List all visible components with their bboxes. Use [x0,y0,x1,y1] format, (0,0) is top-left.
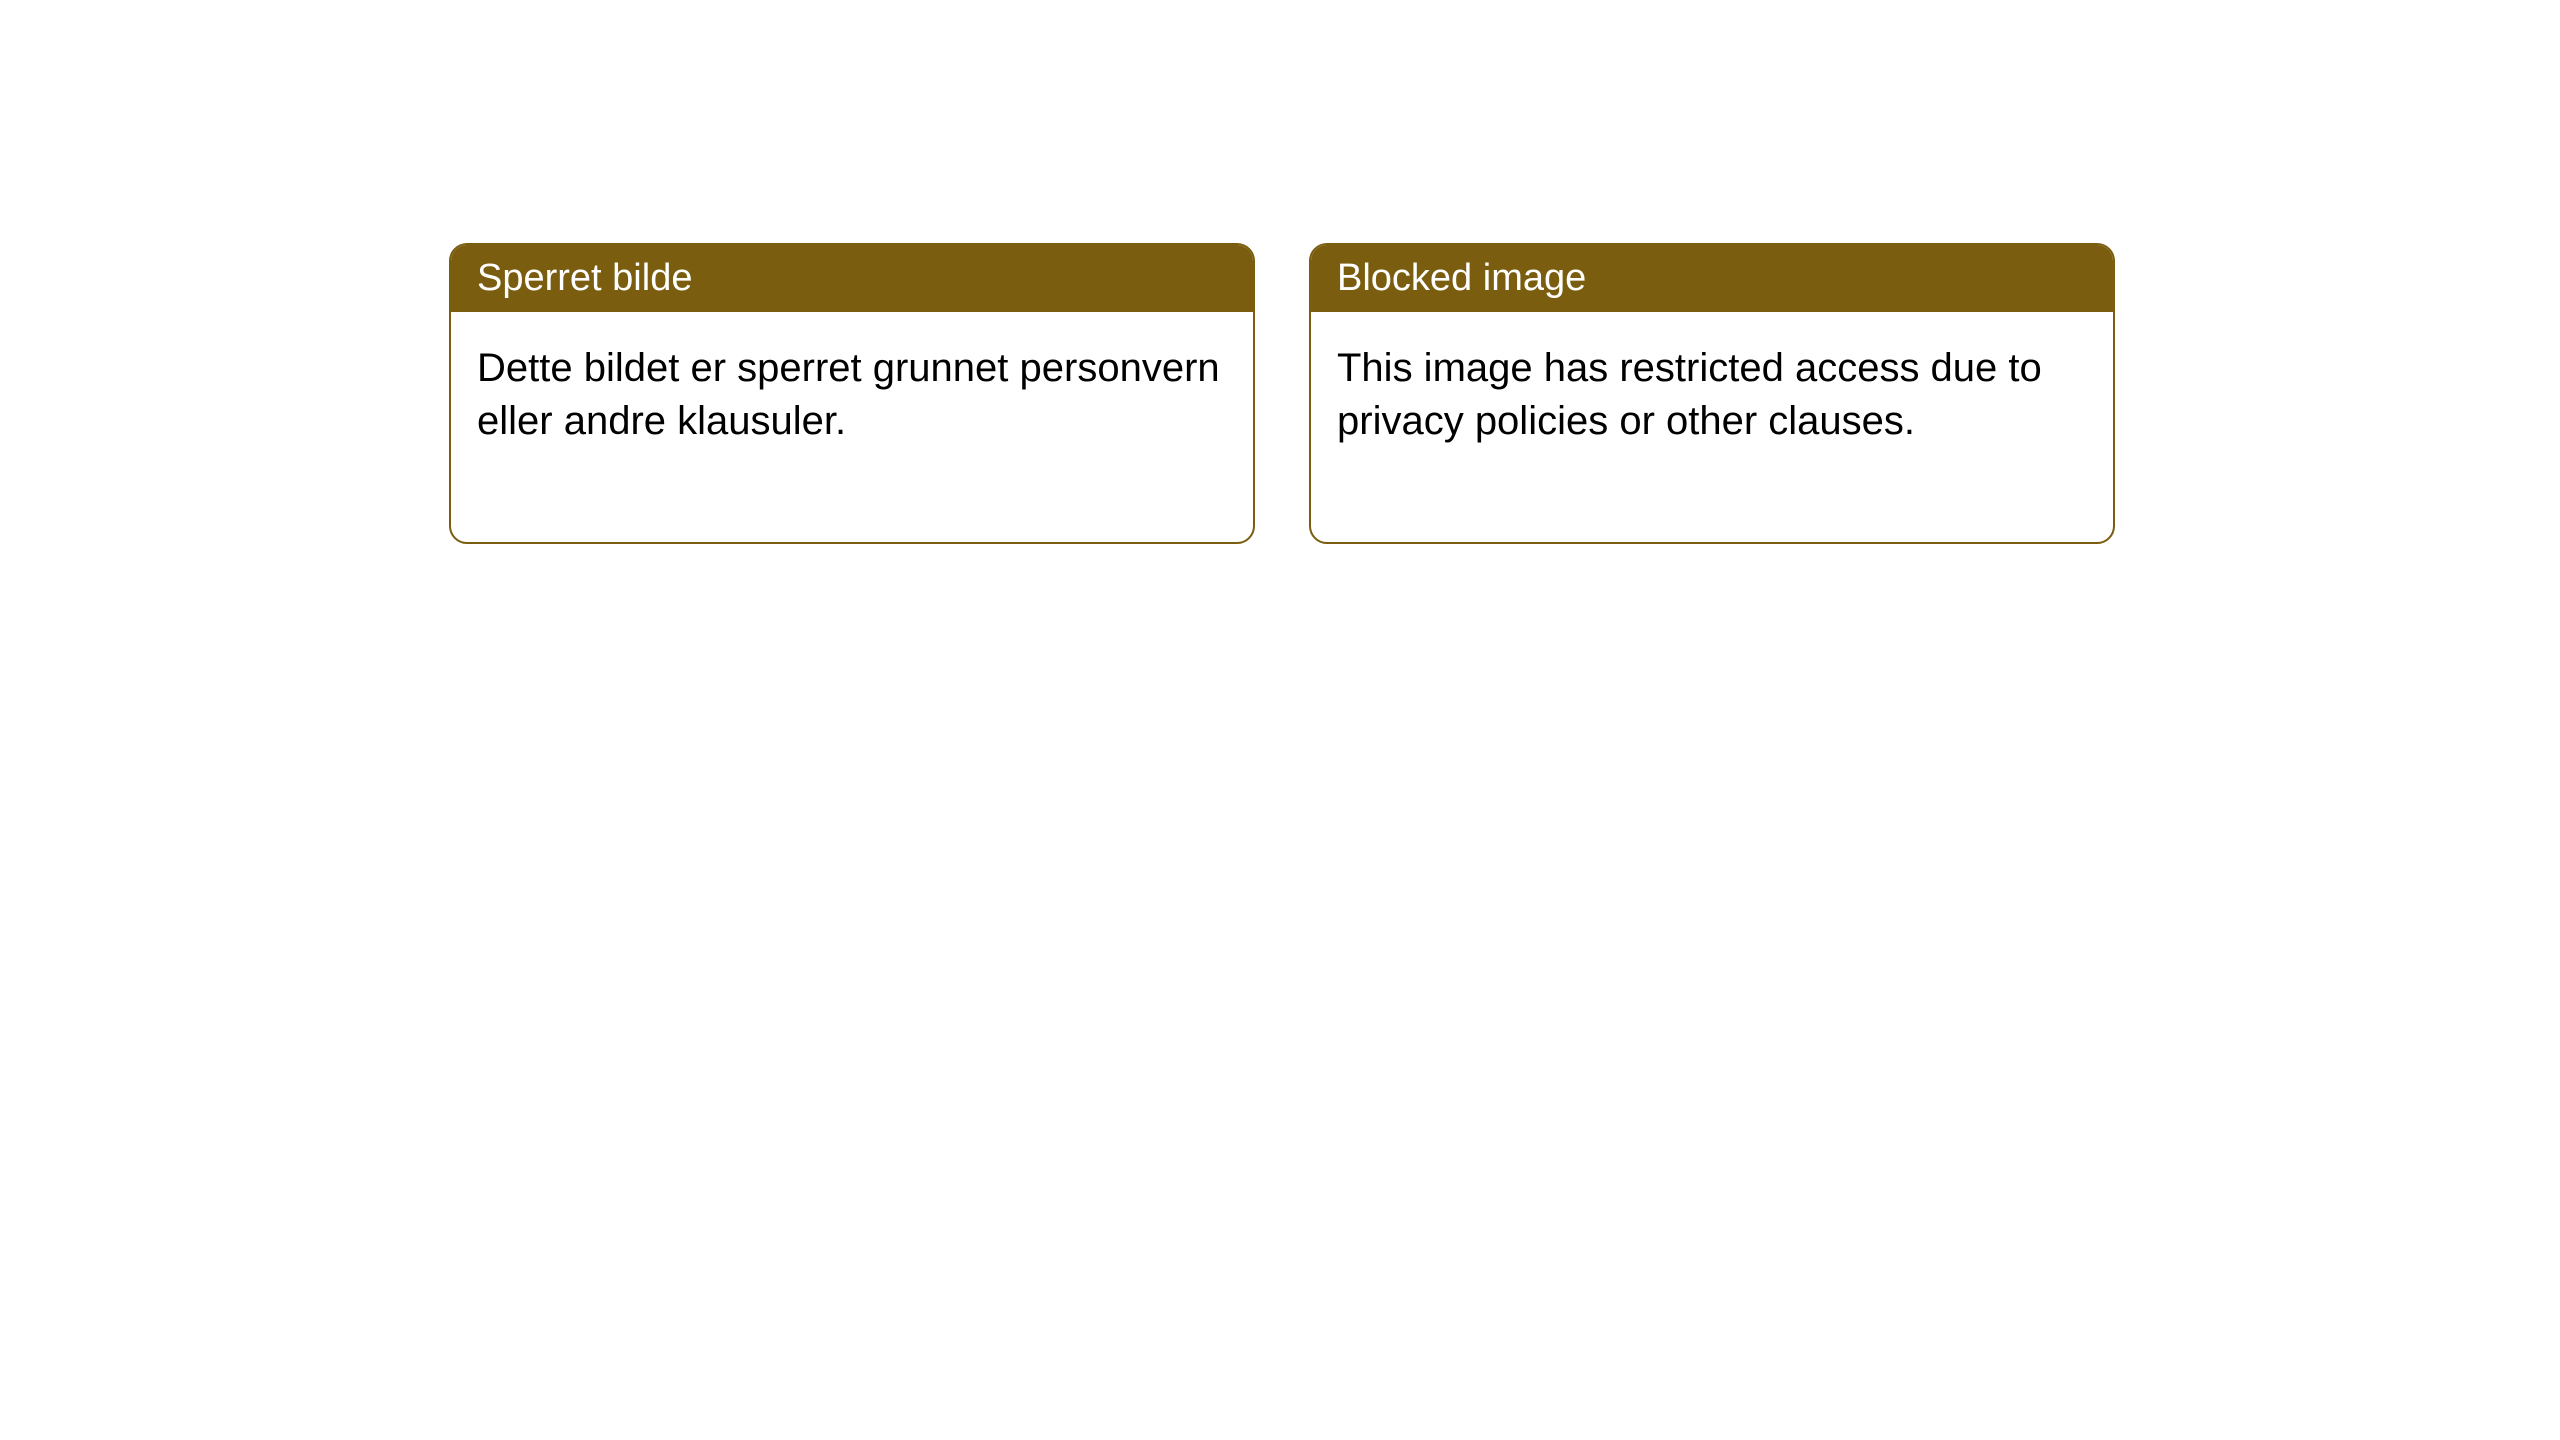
notice-cards-container: Sperret bilde Dette bildet er sperret gr… [449,243,2115,544]
notice-card-english: Blocked image This image has restricted … [1309,243,2115,544]
notice-body: This image has restricted access due to … [1311,312,2113,542]
notice-title: Blocked image [1337,257,1586,299]
notice-title: Sperret bilde [477,257,692,299]
notice-body-text: This image has restricted access due to … [1337,346,2042,443]
notice-body: Dette bildet er sperret grunnet personve… [451,312,1253,542]
notice-header: Blocked image [1311,245,2113,312]
notice-card-norwegian: Sperret bilde Dette bildet er sperret gr… [449,243,1255,544]
notice-header: Sperret bilde [451,245,1253,312]
notice-body-text: Dette bildet er sperret grunnet personve… [477,346,1220,443]
